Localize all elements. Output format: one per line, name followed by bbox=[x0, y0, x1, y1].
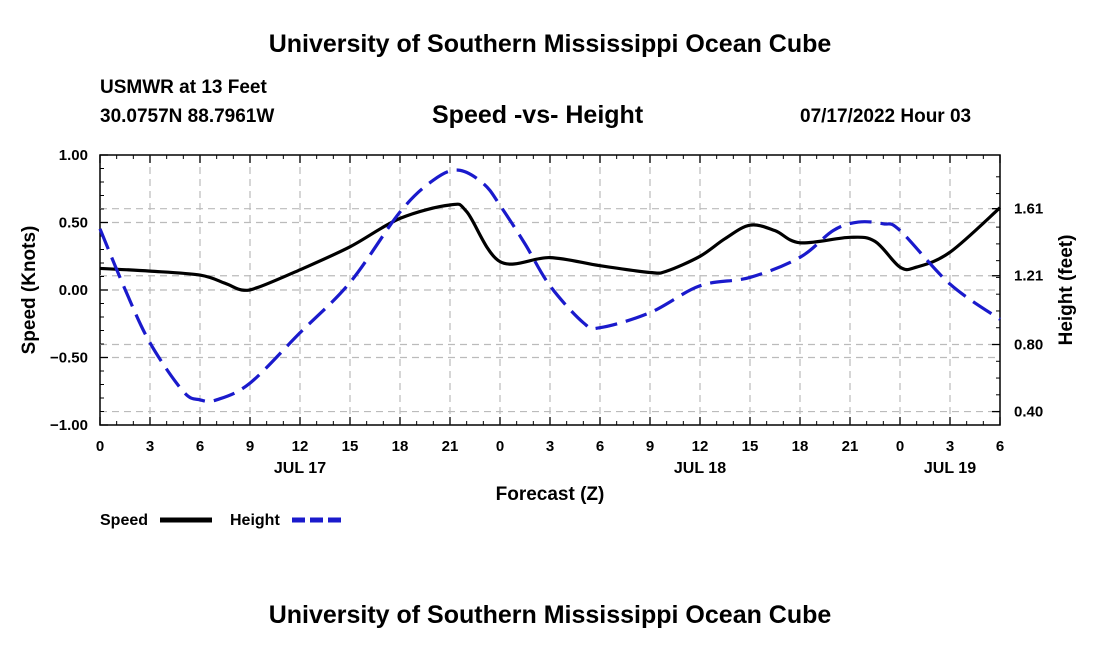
x-tick-label: 6 bbox=[996, 438, 1004, 455]
x-axis-title: Forecast (Z) bbox=[496, 484, 605, 505]
date-label: JUL 17 bbox=[274, 460, 326, 477]
x-tick-label: 9 bbox=[246, 438, 254, 455]
x-tick-label: 6 bbox=[596, 438, 604, 455]
x-tick-label: 0 bbox=[96, 438, 104, 455]
y2-tick-label: 0.80 bbox=[1014, 337, 1043, 354]
page-title: University of Southern Mississippi Ocean… bbox=[268, 30, 832, 58]
series-line-speed bbox=[99, 202, 1002, 292]
date-label: JUL 19 bbox=[924, 460, 976, 477]
x-tick-label: 0 bbox=[496, 438, 504, 455]
y2-tick-label: 1.21 bbox=[1014, 268, 1043, 285]
x-tick-label: 21 bbox=[442, 438, 459, 455]
chart-title: Speed -vs- Height bbox=[432, 101, 644, 129]
grid bbox=[100, 155, 1000, 425]
x-tick-label: 21 bbox=[842, 438, 859, 455]
axis-labels: 0 3 6 9 12 15 18 21 0 3 6 9 12 15 18 21 0 3 6 JUL 17 JUL 18 J… bbox=[50, 147, 1043, 477]
y-tick-label: 0.00 bbox=[59, 282, 88, 299]
x-tick-label: 0 bbox=[896, 438, 904, 455]
x-tick-label: 12 bbox=[292, 438, 309, 455]
x-tick-label: 6 bbox=[196, 438, 204, 455]
y2-tick-label: 1.61 bbox=[1014, 201, 1043, 218]
coordinates-label: 30.0757N 88.7961W bbox=[100, 106, 275, 127]
x-tick-label: 15 bbox=[342, 438, 359, 455]
x-tick-label: 3 bbox=[546, 438, 554, 455]
x-tick-label: 15 bbox=[742, 438, 759, 455]
series-lines bbox=[98, 168, 1002, 403]
y-tick-label: −1.00 bbox=[50, 417, 88, 434]
y-tick-label: 0.50 bbox=[59, 215, 88, 232]
series-line-height bbox=[98, 168, 1001, 403]
y-tick-label: −0.50 bbox=[50, 350, 88, 367]
y2-tick-label: 0.40 bbox=[1014, 404, 1043, 421]
x-tick-label: 9 bbox=[646, 438, 654, 455]
legend-height-label: Height bbox=[230, 512, 280, 529]
x-tick-label: 18 bbox=[792, 438, 809, 455]
date-label: JUL 18 bbox=[674, 460, 726, 477]
x-tick-label: 3 bbox=[946, 438, 954, 455]
x-tick-label: 18 bbox=[392, 438, 409, 455]
legend-speed-label: Speed bbox=[100, 512, 148, 529]
x-tick-label: 12 bbox=[692, 438, 709, 455]
y-axis-title: Speed (Knots) bbox=[19, 226, 40, 355]
y-tick-label: 1.00 bbox=[59, 147, 88, 164]
footer-title: University of Southern Mississippi Ocean… bbox=[268, 601, 832, 629]
datetime-label: 07/17/2022 Hour 03 bbox=[800, 106, 972, 127]
y2-axis-title: Height (feet) bbox=[1056, 235, 1077, 346]
station-label: USMWR at 13 Feet bbox=[100, 77, 267, 98]
x-tick-label: 3 bbox=[146, 438, 154, 455]
